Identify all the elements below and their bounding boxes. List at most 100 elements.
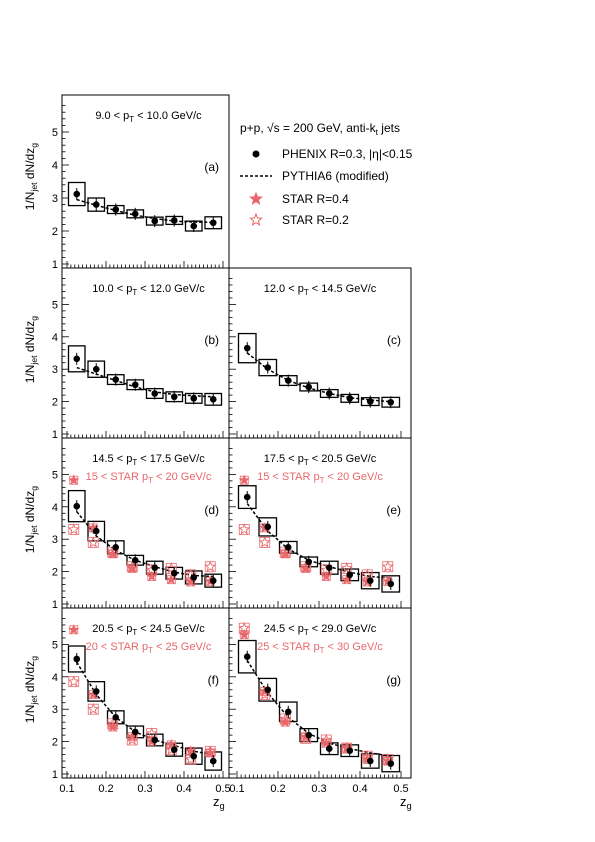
phenix-marker: [387, 398, 395, 406]
legend-star-r04-marker: [248, 191, 264, 205]
phenix-marker: [151, 390, 159, 397]
phenix-marker: [170, 393, 178, 401]
phenix-marker: [92, 688, 100, 695]
panel-b: 1 2 3 4 5 10.0 < pT < 12.0 GeV/c (b): [52, 267, 230, 441]
star-r04-marker: [107, 547, 119, 559]
phenix-marker: [305, 558, 313, 566]
panel-tag: (g): [386, 673, 401, 687]
phenix-marker: [92, 527, 100, 535]
phenix-sys-box: [87, 197, 106, 212]
panel-d: 1 2 3 4 5 14.5 < pT < 17.5 GeV/c 15 < STAR pT …: [52, 437, 230, 611]
star-r02-marker: [204, 560, 217, 572]
y-tick-label: 1: [52, 259, 58, 271]
pt-range-label: 17.5 < pT < 20.5 GeV/c: [264, 453, 377, 467]
x-tick-label: 0.4: [176, 783, 191, 795]
y-tick-label: 2: [52, 567, 58, 579]
panel-tag: (c): [387, 333, 401, 347]
panel-g: 0.1 0.2 0.3 0.4 0.5 24.5 < pT < 29.0 GeV/c 25 …: [228, 607, 412, 795]
star-r02-marker: [145, 727, 158, 739]
x-tick-label: 0.5: [393, 783, 408, 795]
legend: p+p, √s = 200 GeV, anti-kt jets PHENIX R=…: [240, 121, 413, 227]
star-r04-marker: [204, 747, 216, 758]
phenix-marker: [92, 201, 100, 208]
legend-phenix-marker: [252, 150, 260, 158]
phenix-sys-box: [67, 181, 86, 207]
phenix-marker: [131, 381, 139, 389]
y-axis-title: 1/Njet dN/dzg: [23, 486, 39, 553]
star-pt-range-label: 15 < STAR pT < 20 GeV/c: [86, 471, 212, 485]
star-r04-marker: [238, 474, 250, 485]
phenix-marker: [170, 569, 178, 577]
star-r04-marker: [68, 474, 80, 485]
star-r04-marker: [279, 716, 291, 727]
phenix-sys-box: [237, 332, 257, 364]
y-axis-title: 1/Njet dN/dzg: [23, 316, 39, 383]
phenix-sys-box: [67, 489, 86, 523]
pt-range-label: 9.0 < pT < 10.0 GeV/c: [95, 110, 202, 124]
x-tick-label: 0.4: [352, 783, 367, 795]
panel-e: 17.5 < pT < 20.5 GeV/c 15 < STAR pT < 20 …: [228, 437, 412, 609]
pythia-line: [246, 352, 391, 403]
x-tick-label: 0.3: [137, 783, 152, 795]
pt-range-label: 10.0 < pT < 12.0 GeV/c: [92, 283, 205, 297]
star-r02-marker: [67, 523, 80, 535]
star-r04-marker: [165, 739, 177, 750]
x-tick-label: 0.5: [215, 783, 230, 795]
phenix-sys-box: [381, 575, 401, 593]
star-r04-marker: [238, 628, 250, 640]
phenix-marker: [305, 731, 313, 739]
y-tick-label: 5: [52, 299, 58, 311]
pythia-line: [246, 660, 391, 757]
phenix-marker: [209, 577, 217, 584]
phenix-marker: [170, 746, 178, 753]
phenix-marker: [325, 564, 333, 572]
star-r02-marker: [67, 675, 80, 687]
phenix-marker: [346, 571, 354, 579]
y-tick-label: 3: [52, 534, 58, 546]
star-r04-marker: [320, 737, 332, 748]
star-r02-marker: [238, 523, 251, 535]
panel-tag: (e): [386, 503, 401, 517]
panel-f: 1 2 3 4 5 0.1 0.2 0.3 0.4 0.5 20.5 < pT < 24.5 GeV…: [52, 607, 231, 795]
pt-range-label: 24.5 < pT < 29.0 GeV/c: [264, 623, 377, 637]
phenix-marker: [190, 574, 198, 581]
phenix-marker: [112, 206, 120, 213]
star-r04-marker: [146, 570, 158, 582]
phenix-marker: [209, 396, 217, 403]
legend-star-r02-marker: [248, 212, 264, 226]
y-tick-label: 5: [52, 127, 58, 139]
phenix-sys-box: [87, 681, 106, 702]
star-r04-marker: [320, 570, 332, 582]
y-tick-label: 5: [52, 469, 58, 481]
star-r02-marker: [87, 536, 100, 548]
pythia-line: [246, 503, 391, 579]
y-tick-label: 4: [52, 160, 58, 172]
star-r04-marker: [300, 562, 312, 574]
y-tick-label: 1: [52, 769, 58, 781]
y-tick-label: 4: [52, 332, 58, 344]
star-r04-marker: [68, 624, 80, 635]
y-tick-label: 2: [52, 737, 58, 749]
star-pt-range-label: 25 < STAR pT < 30 GeV/c: [257, 641, 383, 655]
y-tick-label: 5: [52, 639, 58, 651]
panel-tag: (a): [204, 160, 219, 174]
pt-range-label: 14.5 < pT < 17.5 GeV/c: [92, 453, 205, 467]
phenix-marker: [190, 752, 198, 760]
y-tick-label: 3: [52, 193, 58, 205]
pt-range-label: 20.5 < pT < 24.5 GeV/c: [92, 623, 205, 637]
star-r02-marker: [340, 562, 353, 574]
phenix-marker: [209, 219, 217, 227]
phenix-marker: [387, 580, 395, 588]
phenix-sys-box: [258, 358, 278, 377]
x-axis-title: zg: [400, 794, 412, 811]
phenix-marker: [170, 217, 178, 224]
x-tick-label: 0.2: [270, 783, 285, 795]
phenix-marker: [243, 653, 251, 661]
phenix-marker: [284, 708, 292, 716]
phenix-marker: [325, 390, 333, 397]
phenix-marker: [209, 757, 217, 765]
phenix-marker: [190, 222, 198, 230]
phenix-marker: [131, 210, 139, 218]
phenix-marker: [151, 217, 159, 225]
